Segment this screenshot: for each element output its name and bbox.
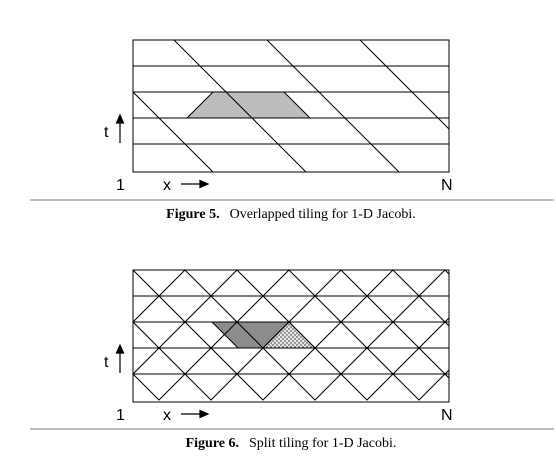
figure-5-caption-text: Overlapped tiling for 1-D Jacobi.: [230, 207, 416, 222]
figure-6-time-arrow: [117, 345, 124, 373]
figure-6-caption-text: Split tiling for 1-D Jacobi.: [249, 436, 396, 451]
figure-6-t-label: t: [104, 354, 109, 371]
figure-6-start-label: 1: [116, 407, 125, 424]
figure-6-x-arrow: [181, 411, 208, 418]
figure-5-caption-label: Figure 5.: [166, 207, 219, 222]
figure-5-start-label: 1: [116, 177, 125, 194]
figure-6-caption: Figure 6. Split tiling for 1-D Jacobi.: [186, 434, 397, 451]
figure-5-t-label: t: [104, 124, 109, 141]
figure-5-end-label: N: [441, 177, 453, 194]
figure-5-x-label: x: [163, 177, 171, 194]
figure-5-diagonals: [81, 40, 556, 172]
figure-5-x-arrow: [181, 181, 208, 188]
figure-6: t 1 x N Figure 6. Split tiling for 1-D J…: [30, 270, 554, 451]
figure-5: t 1 x N Figure 5. Overlapped tiling for …: [30, 40, 556, 222]
figure-6-x-label: x: [163, 407, 171, 424]
figure-5-time-arrow: [117, 115, 124, 143]
figure-5-caption: Figure 5. Overlapped tiling for 1-D Jaco…: [166, 205, 416, 222]
figure-6-end-label: N: [441, 407, 453, 424]
figure-6-caption-label: Figure 6.: [186, 436, 239, 451]
